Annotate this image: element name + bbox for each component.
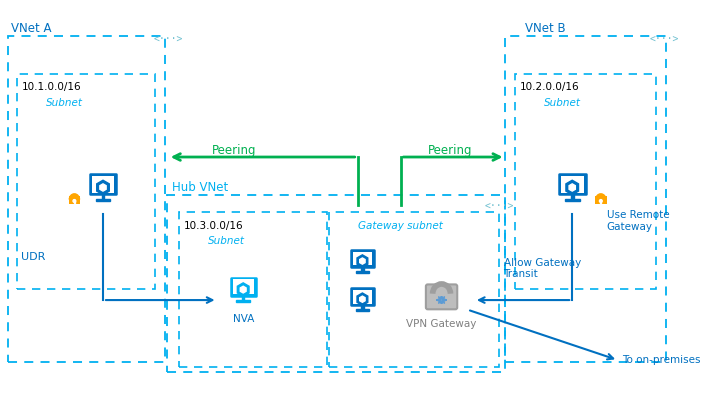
- Bar: [506, 36, 666, 362]
- Text: <···>: <···>: [650, 35, 679, 45]
- Bar: [69, 195, 80, 204]
- Polygon shape: [100, 184, 106, 191]
- Bar: [561, 176, 584, 193]
- Text: <···>: <···>: [485, 202, 515, 212]
- Polygon shape: [565, 199, 579, 201]
- Bar: [559, 174, 586, 195]
- Text: VPN Gateway: VPN Gateway: [406, 319, 476, 329]
- Text: Use Remote
Gateway: Use Remote Gateway: [606, 210, 669, 232]
- Polygon shape: [359, 258, 365, 264]
- Text: 10.1.0.0/16: 10.1.0.0/16: [22, 83, 82, 93]
- Polygon shape: [569, 184, 576, 191]
- Polygon shape: [74, 201, 75, 203]
- Text: 10.2.0.0/16: 10.2.0.0/16: [520, 83, 579, 93]
- Polygon shape: [571, 195, 574, 199]
- Bar: [352, 252, 372, 266]
- Polygon shape: [101, 195, 104, 199]
- Text: Allow Gateway
Transit: Allow Gateway Transit: [503, 258, 581, 279]
- FancyBboxPatch shape: [426, 284, 457, 309]
- Text: NVA: NVA: [233, 314, 254, 324]
- Polygon shape: [357, 255, 368, 267]
- Text: Peering: Peering: [211, 144, 256, 157]
- Bar: [233, 279, 254, 294]
- Bar: [179, 212, 327, 367]
- Polygon shape: [236, 300, 250, 302]
- Polygon shape: [362, 305, 364, 309]
- Polygon shape: [359, 296, 365, 303]
- Text: UDR: UDR: [21, 252, 45, 262]
- Polygon shape: [357, 293, 368, 305]
- Polygon shape: [356, 309, 369, 311]
- Text: Peering: Peering: [428, 144, 472, 157]
- Text: Subnet: Subnet: [208, 236, 245, 246]
- Bar: [17, 74, 155, 289]
- Bar: [167, 195, 506, 372]
- Bar: [89, 174, 116, 195]
- Text: Subnet: Subnet: [544, 98, 581, 108]
- Bar: [91, 176, 114, 193]
- Text: Subnet: Subnet: [46, 98, 83, 108]
- Polygon shape: [238, 283, 249, 296]
- Text: 10.3.0.0/16: 10.3.0.0/16: [184, 221, 244, 231]
- Text: <···>: <···>: [153, 35, 182, 45]
- Polygon shape: [96, 199, 111, 201]
- Text: Hub VNet: Hub VNet: [172, 181, 228, 194]
- Polygon shape: [96, 180, 109, 195]
- Text: Gateway subnet: Gateway subnet: [357, 221, 442, 231]
- Bar: [515, 74, 656, 289]
- Bar: [351, 250, 374, 267]
- Bar: [8, 36, 165, 362]
- Bar: [352, 290, 372, 304]
- Bar: [231, 278, 255, 296]
- Bar: [351, 288, 374, 305]
- Text: To on-premises: To on-premises: [622, 355, 700, 365]
- Text: VNet B: VNet B: [525, 22, 565, 35]
- Polygon shape: [356, 271, 369, 273]
- Polygon shape: [240, 286, 246, 293]
- Text: VNet A: VNet A: [11, 22, 52, 35]
- Bar: [595, 195, 606, 204]
- Polygon shape: [362, 267, 364, 271]
- Bar: [329, 212, 498, 367]
- Circle shape: [73, 200, 76, 202]
- Polygon shape: [566, 180, 579, 195]
- Polygon shape: [242, 296, 245, 300]
- Circle shape: [599, 200, 602, 202]
